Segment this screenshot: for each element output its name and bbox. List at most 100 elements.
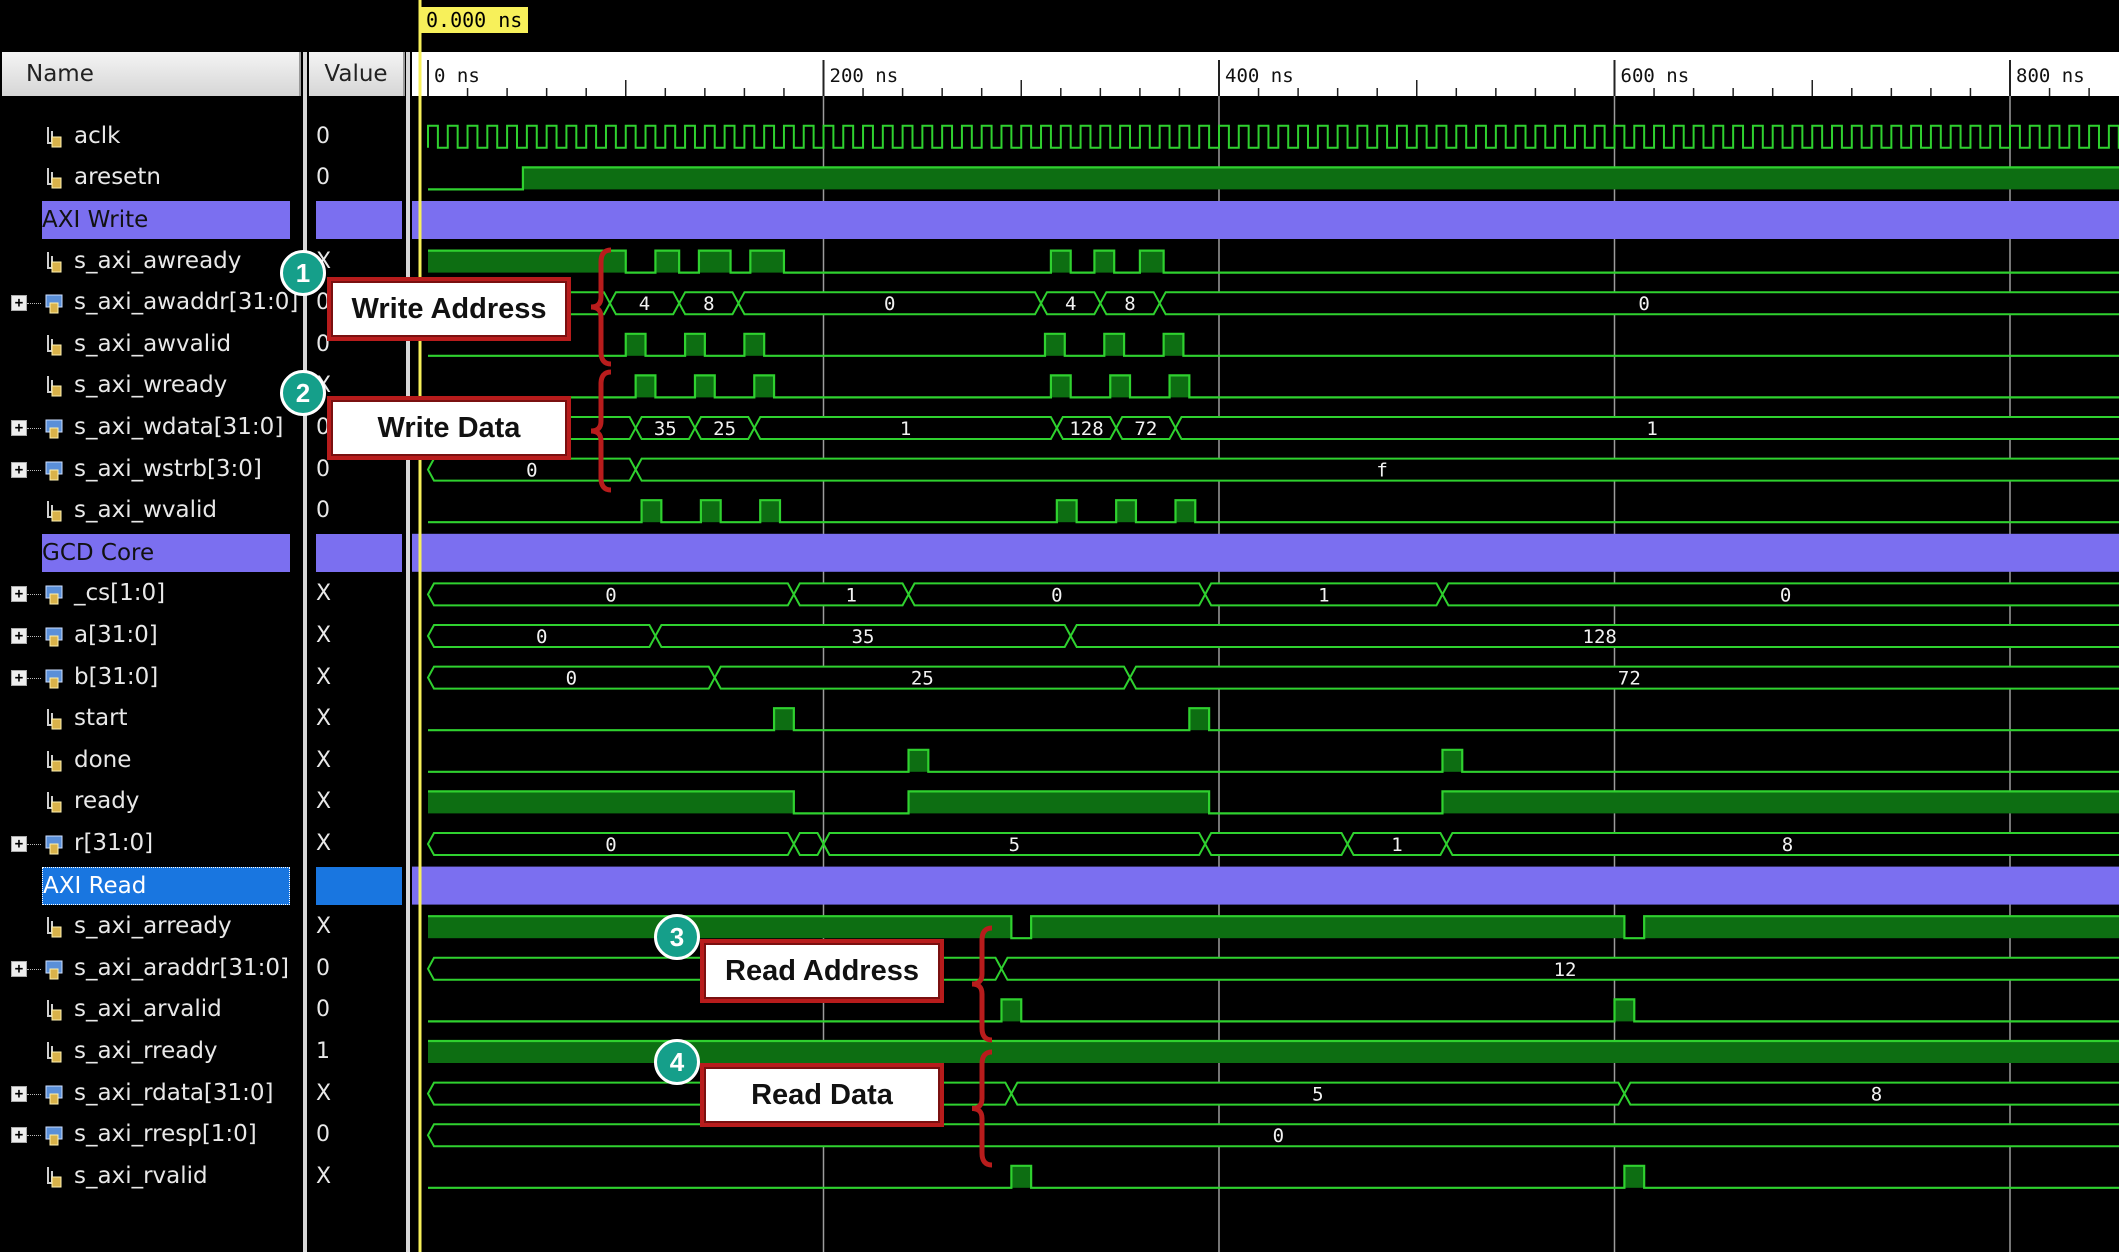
signal-name[interactable]: b[31:0] [74, 663, 159, 690]
expand-bus-icon[interactable]: + [11, 295, 27, 312]
wave-s_axi_rready[interactable] [428, 1039, 2119, 1063]
tree-connector [27, 428, 41, 429]
signal-name[interactable]: s_axi_wready [74, 372, 228, 399]
waveform-canvas[interactable]: 0 ns 200 ns 400 ns 600 ns 800 ns4 8 0 4 8 035 25 1 1… [412, 0, 2119, 1252]
high-fill [1011, 1165, 1032, 1188]
bus-signal-icon [45, 461, 63, 481]
signal-name[interactable]: ready [74, 788, 140, 815]
wave-s_axi_rvalid[interactable] [428, 1164, 2119, 1189]
bus-signal-icon [45, 960, 63, 980]
signal-name[interactable]: s_axi_araddr[31:0] [74, 954, 289, 981]
wave-s_axi_rresp[1:0][interactable]: 0 [426, 1123, 2119, 1148]
bus-value-label: 1 [1318, 584, 1329, 606]
time-axis[interactable]: 0 ns 200 ns 400 ns 600 ns 800 ns [412, 52, 2119, 96]
bus-value-label: 1 [1646, 418, 1657, 440]
time-ruler[interactable] [412, 52, 2119, 96]
signal-name[interactable]: s_axi_wvalid [74, 497, 217, 524]
wave-s_axi_rdata[31:0][interactable]: 58 [426, 1081, 2119, 1106]
column-divider[interactable] [303, 52, 307, 1252]
wave-s_axi_awvalid[interactable] [428, 332, 2119, 357]
wave-trace [428, 748, 2119, 773]
signal-name[interactable]: s_axi_awvalid [74, 330, 232, 357]
high-fill [1189, 708, 1210, 731]
expand-bus-icon[interactable]: + [11, 669, 27, 686]
wave-a[31:0][interactable]: 0 35 128 [426, 624, 2119, 648]
signal-name[interactable]: s_axi_rresp[1:0] [74, 1121, 257, 1148]
bit-signal-icon [47, 792, 62, 813]
group-gcd-core[interactable]: GCD Core [42, 533, 290, 572]
bit-signal-icon [47, 126, 62, 148]
bit-signal-icon [47, 376, 62, 397]
wave-_cs[1:0][interactable]: 0 1 0 1 0 [426, 582, 2119, 606]
high-fill [1614, 999, 1635, 1022]
value-column-header[interactable]: Value [309, 52, 405, 96]
wave-s_axi_awaddr[31:0][interactable]: 4 8 0 4 8 0 [426, 291, 2119, 315]
tree-connector [27, 844, 41, 845]
signal-name[interactable]: start [74, 705, 128, 732]
bit-signal-icon [47, 1042, 62, 1063]
wave-r[31:0][interactable]: 0 5 1 8 [426, 832, 2119, 856]
bus-signal-icon [45, 1085, 63, 1105]
name-column-header[interactable]: Name [2, 52, 301, 96]
bit-signal-icon [47, 1000, 62, 1021]
expand-bus-icon[interactable]: + [11, 420, 27, 436]
wave-s_axi_wdata[31:0][interactable]: 35 25 1 128 72 1 [426, 416, 2119, 440]
wave-s_axi_wstrb[3:0][interactable]: 0f [426, 457, 2119, 482]
high-fill [685, 333, 705, 356]
wave-start[interactable] [428, 707, 2119, 732]
expand-bus-icon[interactable]: + [11, 461, 27, 478]
signal-name[interactable]: s_axi_awready [74, 247, 242, 274]
wave-s_axi_araddr[31:0][interactable]: 12 [426, 956, 2119, 981]
signal-name[interactable]: aresetn [74, 164, 161, 191]
high-fill [1056, 500, 1077, 523]
signal-name[interactable]: s_axi_wstrb[3:0] [74, 455, 262, 482]
signal-name[interactable]: a[31:0] [74, 622, 158, 648]
panel-divider[interactable] [406, 52, 410, 1252]
high-fill [1169, 375, 1190, 398]
bus-value-label: 0 [536, 626, 547, 648]
wave-ready[interactable] [428, 790, 2119, 815]
expand-bus-icon[interactable]: + [11, 836, 27, 852]
signal-name[interactable]: s_axi_rready [74, 1038, 218, 1064]
signal-name[interactable]: s_axi_wdata[31:0] [74, 414, 284, 440]
bus-value-label: 72 [1134, 418, 1157, 440]
signal-name[interactable]: r[31:0] [74, 830, 154, 856]
wave-aclk[interactable] [427, 124, 2119, 149]
wave-s_axi_wvalid[interactable] [428, 499, 2119, 524]
tree-connector [27, 677, 41, 679]
signal-name[interactable]: s_axi_arvalid [74, 996, 222, 1023]
bus-value-label: 8 [703, 293, 714, 315]
high-fill [1442, 791, 2119, 814]
wave-s_axi_wready[interactable] [428, 374, 2119, 399]
expand-bus-icon[interactable]: + [11, 628, 27, 644]
signal-name[interactable]: s_axi_rvalid [74, 1162, 208, 1189]
bus-segment [426, 1123, 2119, 1148]
wave-trace [428, 998, 2119, 1023]
expand-bus-icon[interactable]: + [11, 1085, 27, 1102]
wave-s_axi_arready[interactable] [428, 915, 2119, 940]
callout-badge: 4 [654, 1039, 700, 1085]
bit-signal-icon [47, 501, 62, 522]
wave-done[interactable] [428, 748, 2119, 773]
high-fill [1094, 250, 1115, 273]
signal-name[interactable]: aclk [74, 122, 121, 149]
wave-s_axi_awready[interactable] [428, 249, 2119, 274]
high-fill [1050, 375, 1071, 398]
wave-trace [428, 249, 2119, 274]
signal-name[interactable]: s_axi_rdata[31:0] [74, 1079, 274, 1106]
expand-bus-icon[interactable]: + [11, 1127, 27, 1144]
signal-name[interactable]: done [74, 746, 132, 773]
tree-connector [27, 636, 41, 637]
expand-bus-icon[interactable]: + [11, 960, 27, 977]
bit-signal-icon [47, 917, 62, 938]
signal-name[interactable]: s_axi_awaddr[31:0] [74, 289, 299, 316]
expand-bus-icon[interactable]: + [11, 586, 27, 603]
wave-s_axi_arvalid[interactable] [428, 998, 2119, 1023]
bus-segment [1069, 624, 2119, 648]
wave-b[31:0][interactable]: 0 25 72 [426, 665, 2119, 690]
signal-name[interactable]: _cs[1:0] [74, 580, 166, 607]
wave-aresetn[interactable] [428, 166, 2119, 191]
group-axi-read[interactable]: AXI Read [42, 866, 290, 905]
group-axi-write[interactable]: AXI Write [42, 201, 290, 239]
signal-name[interactable]: s_axi_arready [74, 913, 232, 940]
